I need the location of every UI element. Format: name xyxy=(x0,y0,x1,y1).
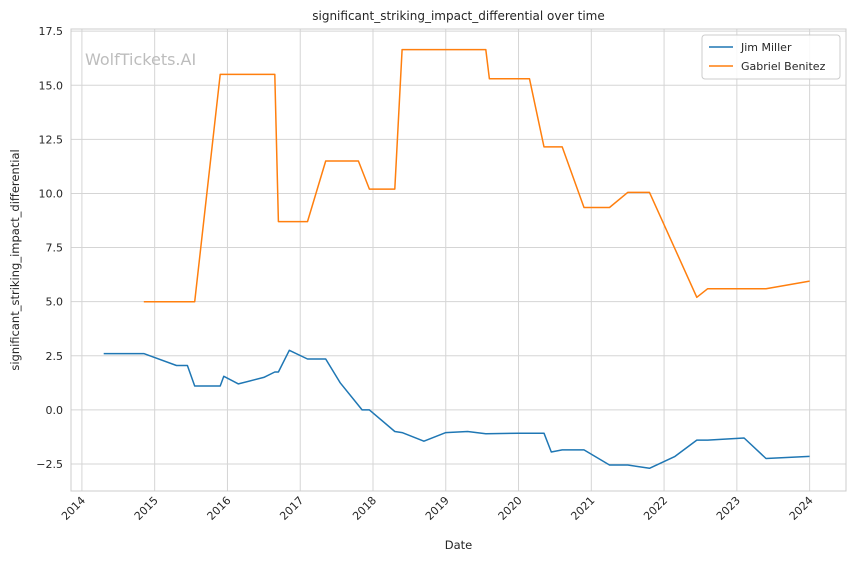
grid-lines xyxy=(71,29,846,491)
y-tick-label: 17.5 xyxy=(39,25,64,38)
y-tick-label: 12.5 xyxy=(39,133,64,146)
legend-box xyxy=(701,34,841,80)
chart-title: significant_striking_impact_differential… xyxy=(312,9,604,23)
x-tick-label: 2020 xyxy=(496,494,525,523)
plot-background xyxy=(71,29,846,491)
y-axis-title: significant_striking_impact_differential xyxy=(8,149,22,370)
y-tick-label: 7.5 xyxy=(46,242,64,255)
y-tick-label: −2.5 xyxy=(36,458,63,471)
series-line-jim-miller xyxy=(103,349,810,470)
series-line-gabriel-benitez xyxy=(143,48,810,303)
y-tick-label: 0.0 xyxy=(46,404,64,417)
x-tick-label: 2017 xyxy=(277,494,306,523)
legend-label-jim-miller: Jim Miller xyxy=(740,41,792,54)
y-tick-label: 5.0 xyxy=(46,296,64,309)
plot-area: WolfTickets.AI xyxy=(70,28,847,492)
watermark: WolfTickets.AI xyxy=(85,50,196,69)
x-axis-title: Date xyxy=(445,538,473,552)
x-tick-label: 2018 xyxy=(350,494,379,523)
x-tick-label: 2023 xyxy=(714,494,743,523)
y-tick-label: 2.5 xyxy=(46,350,64,363)
x-tick-label: 2022 xyxy=(641,494,670,523)
y-tick-label: 10.0 xyxy=(39,187,64,200)
x-tick-label: 2014 xyxy=(59,494,88,523)
y-axis-ticks: −2.5 0.0 2.5 5.0 7.5 10.0 12.5 15.0 17.5 xyxy=(36,25,63,471)
legend-label-gabriel-benitez: Gabriel Benitez xyxy=(741,60,826,73)
x-tick-label: 2019 xyxy=(423,494,452,523)
x-tick-label: 2015 xyxy=(132,494,161,523)
legend: Jim Miller Gabriel Benitez xyxy=(701,34,841,80)
x-tick-label: 2016 xyxy=(205,494,234,523)
y-tick-label: 15.0 xyxy=(39,79,64,92)
plot-frame xyxy=(70,28,847,492)
x-tick-label: 2024 xyxy=(787,494,816,523)
series-lines xyxy=(103,48,810,470)
x-tick-label: 2021 xyxy=(568,494,597,523)
x-axis-ticks: 2014 2015 2016 2017 2018 2019 2020 2021 2022 2023… xyxy=(59,494,816,523)
